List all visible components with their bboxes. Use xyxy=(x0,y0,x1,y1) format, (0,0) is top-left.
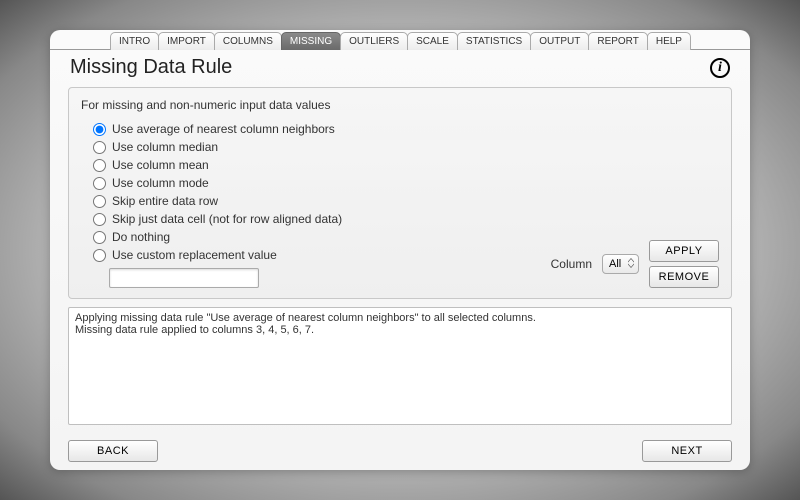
radio-input[interactable] xyxy=(93,159,106,172)
main-panel: INTROIMPORTCOLUMNSMISSINGOUTLIERSSCALEST… xyxy=(50,30,750,470)
right-controls: Column All APPLY REMOVE xyxy=(551,240,719,288)
tab-outliers[interactable]: OUTLIERS xyxy=(340,32,408,50)
apply-remove-stack: APPLY REMOVE xyxy=(649,240,719,288)
tab-import[interactable]: IMPORT xyxy=(158,32,215,50)
next-button[interactable]: NEXT xyxy=(642,440,732,462)
radio-label: Use column median xyxy=(112,140,218,154)
radio-label: Use column mean xyxy=(112,158,209,172)
info-glyph: i xyxy=(718,60,722,76)
tab-output[interactable]: OUTPUT xyxy=(530,32,589,50)
column-select[interactable]: All xyxy=(602,254,639,274)
radio-option[interactable]: Use average of nearest column neighbors xyxy=(93,120,719,138)
radio-input[interactable] xyxy=(93,249,106,262)
footer-nav: BACK NEXT xyxy=(50,440,750,462)
remove-button[interactable]: REMOVE xyxy=(649,266,719,288)
radio-label: Use average of nearest column neighbors xyxy=(112,122,335,136)
radio-input[interactable] xyxy=(93,195,106,208)
radio-input[interactable] xyxy=(93,213,106,226)
radio-label: Use column mode xyxy=(112,176,209,190)
options-group: For missing and non-numeric input data v… xyxy=(68,87,732,299)
info-icon[interactable]: i xyxy=(710,58,730,78)
back-button[interactable]: BACK xyxy=(68,440,158,462)
group-label: For missing and non-numeric input data v… xyxy=(81,98,719,112)
remove-button-label: REMOVE xyxy=(659,271,710,283)
tab-scale[interactable]: SCALE xyxy=(407,32,458,50)
tab-bar: INTROIMPORTCOLUMNSMISSINGOUTLIERSSCALEST… xyxy=(50,32,750,50)
tab-statistics[interactable]: STATISTICS xyxy=(457,32,531,50)
radio-option[interactable]: Use column mean xyxy=(93,156,719,174)
apply-button[interactable]: APPLY xyxy=(649,240,719,262)
column-select-wrap: All xyxy=(602,254,639,274)
page-title: Missing Data Rule xyxy=(70,56,232,79)
radio-input[interactable] xyxy=(93,141,106,154)
tab-columns[interactable]: COLUMNS xyxy=(214,32,282,50)
radio-input[interactable] xyxy=(93,177,106,190)
radio-input[interactable] xyxy=(93,231,106,244)
log-output: Applying missing data rule "Use average … xyxy=(68,307,732,425)
radio-option[interactable]: Use column mode xyxy=(93,174,719,192)
radio-label: Use custom replacement value xyxy=(112,248,277,262)
tab-intro[interactable]: INTRO xyxy=(110,32,159,50)
apply-button-label: APPLY xyxy=(665,245,702,257)
radio-label: Skip just data cell (not for row aligned… xyxy=(112,212,342,226)
radio-option[interactable]: Use column median xyxy=(93,138,719,156)
radio-label: Do nothing xyxy=(112,230,170,244)
radio-option[interactable]: Skip entire data row xyxy=(93,192,719,210)
radio-input[interactable] xyxy=(93,123,106,136)
tab-report[interactable]: REPORT xyxy=(588,32,648,50)
title-row: Missing Data Rule i xyxy=(50,50,750,83)
tab-missing[interactable]: MISSING xyxy=(281,32,341,50)
column-label: Column xyxy=(551,257,592,271)
custom-value-input[interactable] xyxy=(109,268,259,288)
tab-help[interactable]: HELP xyxy=(647,32,691,50)
next-button-label: NEXT xyxy=(671,445,702,457)
radio-option[interactable]: Skip just data cell (not for row aligned… xyxy=(93,210,719,228)
radio-label: Skip entire data row xyxy=(112,194,218,208)
back-button-label: BACK xyxy=(97,445,129,457)
